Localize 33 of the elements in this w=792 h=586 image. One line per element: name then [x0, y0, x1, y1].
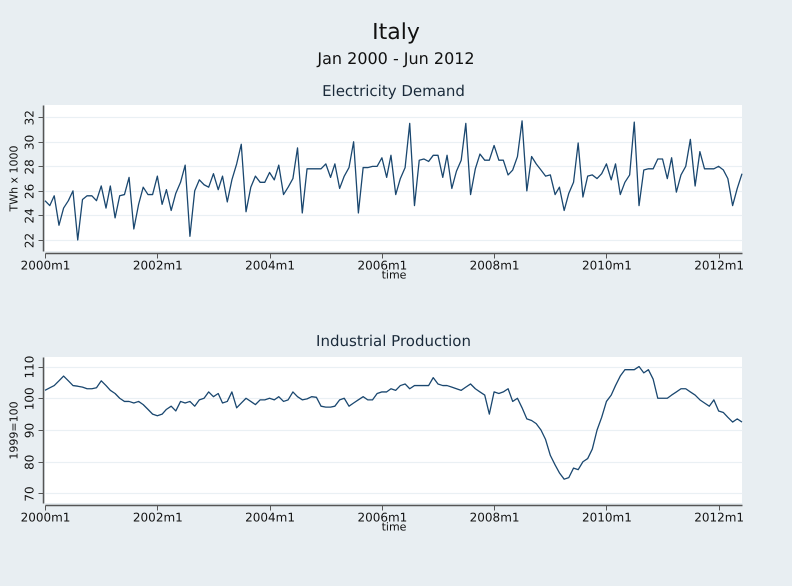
x-tick-label: 2002m1: [132, 510, 183, 524]
line-series: [44, 366, 743, 480]
y-tick-label: 24: [22, 208, 36, 224]
x-tick-label: 2012m1: [694, 510, 744, 524]
y-tick-label: 30: [22, 134, 36, 150]
line-series: [44, 120, 743, 241]
text: Italy: [371, 20, 421, 45]
y-axis-title: TWh x 1000: [8, 145, 20, 213]
x-tick-label: 2008m1: [470, 510, 520, 524]
x-tick-label: 2000m1: [20, 258, 70, 272]
chart-title: Electricity Demand: [322, 82, 465, 100]
y-tick-label: 22: [22, 232, 36, 248]
x-axis-title: time: [382, 520, 407, 534]
x-tick-label: 2004m1: [245, 510, 295, 524]
y-tick-label: 26: [22, 184, 36, 200]
y-tick-label: 28: [22, 159, 36, 174]
x-axis-title: time: [382, 268, 407, 282]
x-tick-label: 2010m1: [582, 510, 632, 524]
x-tick-label: 2002m1: [132, 258, 183, 272]
y-tick-label: 80: [22, 454, 36, 470]
chart-title: Industrial Production: [316, 332, 471, 350]
y-axis-title: 1999=100: [8, 401, 20, 460]
x-tick-label: 2010m1: [582, 258, 632, 272]
y-tick-label: 32: [22, 110, 36, 126]
text: Jan 2000 - Jun 2012: [316, 49, 476, 68]
y-tick-label: 100: [22, 387, 36, 410]
x-tick-label: 2000m1: [20, 510, 70, 524]
y-tick-label: 70: [22, 486, 36, 502]
y-tick-label: 90: [22, 422, 36, 438]
x-tick-label: 2004m1: [245, 258, 295, 272]
y-tick-label: 110: [22, 356, 36, 378]
x-tick-label: 2012m1: [694, 258, 744, 272]
x-tick-label: 2008m1: [470, 258, 520, 272]
